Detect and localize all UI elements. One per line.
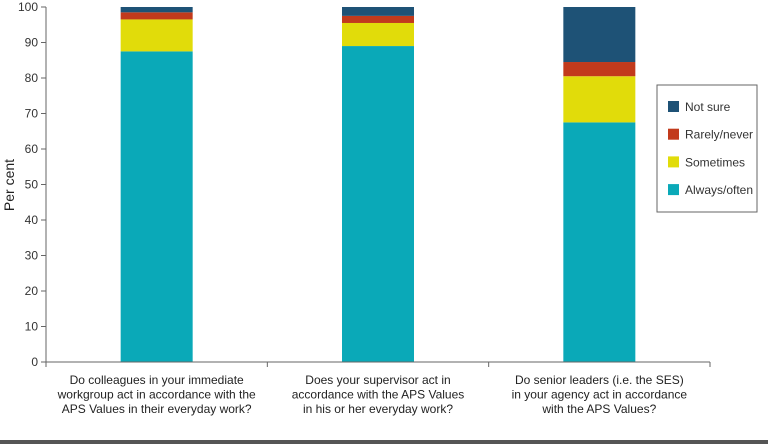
legend-label: Sometimes	[685, 155, 745, 169]
y-tick-label: 0	[31, 355, 38, 369]
y-tick-label: 30	[25, 249, 39, 263]
x-category-label: Do senior leaders (i.e. the SES) in your …	[512, 373, 688, 416]
bar-segment-rarely-never	[120, 12, 193, 20]
legend-label: Not sure	[685, 100, 731, 114]
y-tick-label: 60	[25, 142, 39, 156]
bars	[120, 7, 636, 363]
bar-segment-sometimes	[342, 22, 414, 47]
bar-segment-always-often	[120, 51, 193, 362]
y-tick-label: 10	[25, 320, 39, 334]
bar-segment-rarely-never	[342, 15, 414, 23]
y-tick-label: 80	[25, 71, 39, 85]
category-labels: Do colleagues in your immediate workgroup…	[57, 373, 688, 416]
y-tick-label: 100	[18, 0, 38, 14]
legend-label: Always/often	[685, 183, 753, 197]
legend-label: Rarely/never	[685, 128, 753, 142]
bar-segment-not-sure	[563, 7, 636, 63]
bar-segment-sometimes	[563, 76, 636, 123]
x-category-label: Does your supervisor act in accordance wi…	[292, 373, 465, 416]
bar-segment-always-often	[563, 122, 636, 362]
axes	[45, 7, 711, 367]
legend-swatch	[668, 156, 679, 168]
y-tick-label: 40	[25, 213, 39, 227]
x-category-label: Do colleagues in your immediate workgroup…	[57, 373, 256, 416]
y-axis-label: Per cent	[1, 159, 17, 211]
y-axis-ticks: 0 10 20 30 40 50 60 70 80 90 100	[18, 0, 46, 369]
y-tick-label: 70	[25, 107, 39, 121]
bar-segment-sometimes	[120, 19, 193, 52]
y-tick-label: 50	[25, 178, 39, 192]
y-tick-label: 20	[25, 284, 39, 298]
legend: Not sure Rarely/never Sometimes Always/ofte…	[656, 84, 758, 213]
bar-segment-not-sure	[342, 7, 414, 16]
legend-swatch	[668, 101, 679, 112]
bar-segment-not-sure	[120, 7, 193, 13]
bar-segment-rarely-never	[563, 62, 636, 77]
y-tick-label: 90	[25, 36, 39, 50]
legend-swatch	[668, 184, 679, 196]
bottom-rule	[0, 440, 768, 444]
legend-swatch	[668, 128, 679, 140]
bar-segment-always-often	[342, 46, 414, 363]
